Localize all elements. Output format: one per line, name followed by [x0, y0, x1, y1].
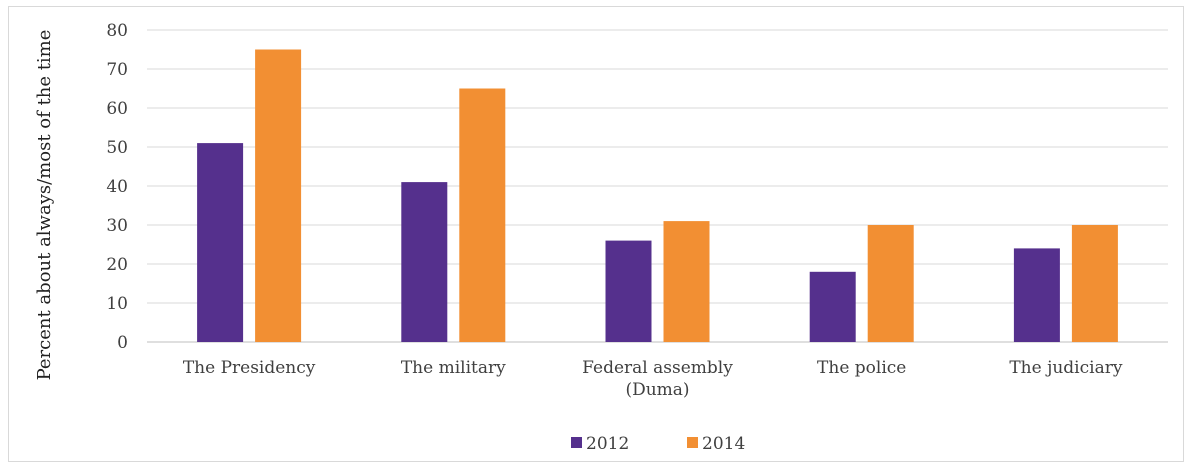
bar-2012	[605, 240, 652, 342]
y-tick-label: 60	[106, 99, 128, 119]
category-label: (Duma)	[625, 380, 689, 400]
bar-2014	[1071, 225, 1118, 342]
y-tick-label: 30	[106, 216, 128, 236]
legend: 2012 2014	[571, 434, 745, 454]
y-axis-label: Percent about always/most of the time	[34, 30, 55, 381]
legend-swatch-2014	[687, 437, 698, 448]
y-tick-label: 50	[106, 138, 128, 158]
y-tick-label: 70	[106, 60, 128, 80]
y-tick-label: 40	[106, 177, 128, 197]
y-tick-label: 20	[106, 255, 128, 275]
bar-2014	[459, 88, 506, 342]
gridlines	[147, 29, 1168, 343]
bar-2014	[255, 49, 302, 342]
y-tick-label: 10	[106, 294, 128, 314]
legend-label-2014: 2014	[702, 434, 745, 454]
y-axis-ticks: 0 10 20 30 40 50 60 70 80	[106, 21, 128, 353]
y-tick-label: 80	[106, 21, 128, 41]
bars	[197, 49, 1118, 342]
bar-2012	[401, 182, 448, 342]
category-label: Federal assembly	[582, 358, 733, 378]
category-label: The military	[401, 358, 506, 378]
legend-label-2012: 2012	[586, 434, 629, 454]
category-label: The judiciary	[1009, 358, 1123, 378]
bar-2012	[809, 271, 856, 342]
legend-swatch-2012	[571, 437, 582, 448]
bar-2014	[663, 221, 710, 342]
y-tick-label: 0	[117, 333, 128, 353]
category-label: The Presidency	[183, 358, 316, 378]
bar-2014	[867, 225, 914, 342]
bar-2012	[1013, 248, 1060, 342]
category-label: The police	[817, 358, 906, 378]
bar-2012	[197, 143, 244, 342]
x-axis-categories: The Presidency The military Federal assemb…	[183, 358, 1123, 400]
